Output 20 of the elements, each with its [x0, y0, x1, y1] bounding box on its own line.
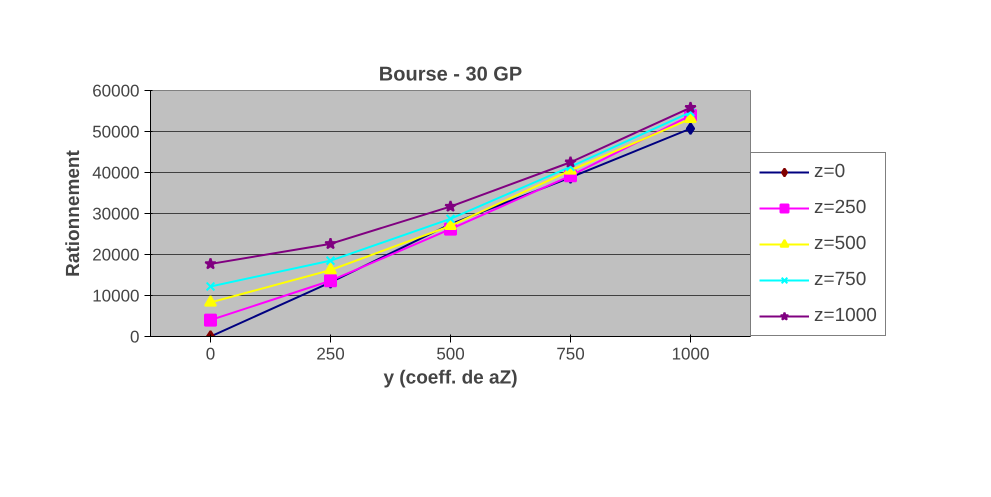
legend-label: z=0: [814, 161, 846, 183]
y-tick-label: 10000: [92, 286, 140, 306]
chart-title: Bourse - 30 GP: [378, 64, 522, 86]
legend-label: z=250: [814, 197, 866, 219]
x-tick-label: 250: [316, 344, 345, 364]
y-tick-label: 30000: [92, 204, 140, 224]
legend-label: z=750: [814, 269, 866, 291]
y-tick-label: 20000: [92, 246, 140, 264]
legend-label: z=1000: [814, 305, 877, 327]
y-tick-label: 50000: [92, 122, 140, 142]
y-tick-label: 40000: [92, 164, 140, 182]
y-tick-label: 60000: [92, 82, 140, 100]
x-tick-label: 750: [556, 344, 585, 364]
x-tick-label: 0: [206, 344, 216, 364]
y-tick-label: 0: [130, 328, 140, 346]
x-axis-title: y (coeff. de aZ): [383, 368, 518, 388]
y-axis-title: Rationnement: [63, 149, 84, 277]
x-tick-label: 1000: [672, 344, 710, 364]
x-tick-label: 500: [436, 344, 465, 364]
legend-label: z=500: [814, 233, 866, 255]
